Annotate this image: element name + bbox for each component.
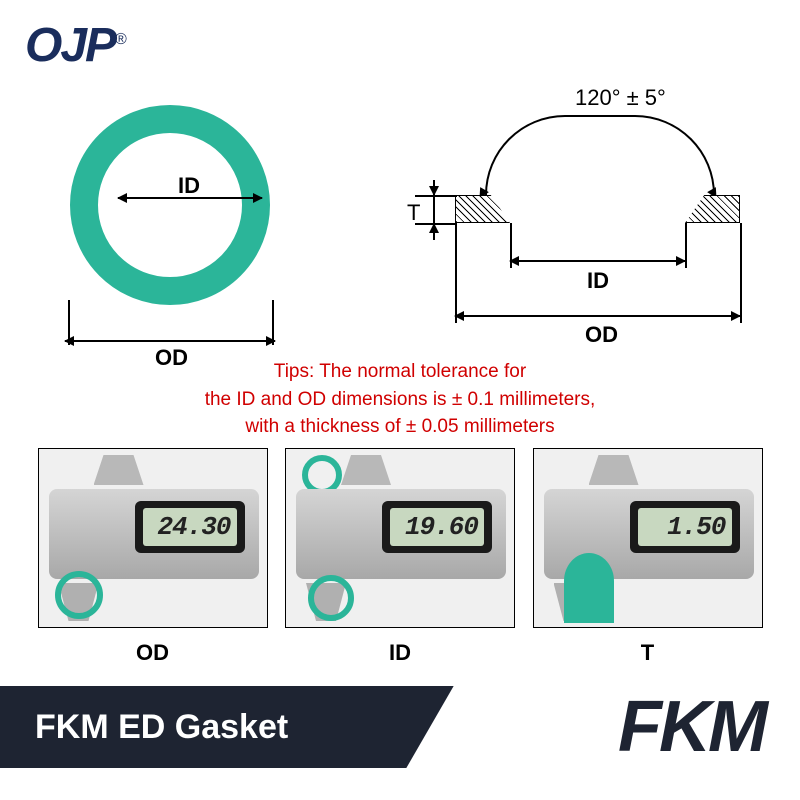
lcd-readout: 19.60 xyxy=(390,508,484,546)
angle-arc xyxy=(485,115,715,195)
hatched-section-icon xyxy=(455,195,510,223)
bottom-banner: FKM ED Gasket FKM xyxy=(0,686,800,768)
tips-line-1: Tips: The normal tolerance for xyxy=(0,358,800,386)
id-label: ID xyxy=(178,173,200,199)
brand-logo: OJP® xyxy=(25,18,125,73)
id-dimension-arrow xyxy=(510,260,685,262)
caliper-photo: 24.30 xyxy=(38,448,268,628)
od-dimension-arrow xyxy=(65,340,275,342)
section-od-label: OD xyxy=(585,322,618,348)
panel-label-id: ID xyxy=(285,640,515,666)
hatched-section-icon xyxy=(685,195,740,223)
gasket-ring-icon xyxy=(70,105,270,305)
extension-line xyxy=(455,223,457,323)
caliper-panel-od: 24.30 OD xyxy=(38,448,268,666)
ring-diagram: ID OD xyxy=(50,95,290,335)
caliper-display: 24.30 xyxy=(135,501,245,553)
panel-label-t: T xyxy=(533,640,763,666)
lcd-readout: 1.50 xyxy=(638,508,732,546)
cross-section-diagram: 120° ± 5° T ID OD xyxy=(395,85,765,345)
diagrams-section: ID OD 120° ± 5° T ID OD xyxy=(0,75,800,345)
extension-line xyxy=(740,223,742,323)
product-name: FKM ED Gasket xyxy=(0,708,430,747)
brand-name: OJP xyxy=(25,19,115,72)
panel-label-od: OD xyxy=(38,640,268,666)
caliper-jaw-icon xyxy=(94,455,144,485)
caliper-photo: 1.50 xyxy=(533,448,763,628)
lcd-readout: 24.30 xyxy=(143,508,237,546)
caliper-jaw-icon xyxy=(341,455,391,485)
caliper-panel-t: 1.50 T xyxy=(533,448,763,666)
tips-line-3: with a thickness of ± 0.05 millimeters xyxy=(0,413,800,441)
sample-ring-icon xyxy=(564,553,614,623)
registered-mark: ® xyxy=(115,31,125,48)
sample-ring-icon xyxy=(308,575,354,621)
t-label: T xyxy=(407,200,420,226)
tips-line-2: the ID and OD dimensions is ± 0.1 millim… xyxy=(0,386,800,414)
angle-label: 120° ± 5° xyxy=(575,85,666,111)
sample-ring-icon xyxy=(55,571,103,619)
section-id-label: ID xyxy=(587,268,609,294)
tips-text: Tips: The normal tolerance for the ID an… xyxy=(0,358,800,441)
material-label: FKM xyxy=(618,686,765,768)
od-dimension-arrow xyxy=(455,315,740,317)
caliper-display: 1.50 xyxy=(630,501,740,553)
caliper-panel-id: 19.60 ID xyxy=(285,448,515,666)
caliper-jaw-icon xyxy=(589,455,639,485)
caliper-photo: 19.60 xyxy=(285,448,515,628)
caliper-display: 19.60 xyxy=(382,501,492,553)
caliper-panels: 24.30 OD 19.60 ID 1.50 xyxy=(0,448,800,666)
arrowhead-icon xyxy=(429,186,439,196)
arrowhead-icon xyxy=(429,223,439,233)
